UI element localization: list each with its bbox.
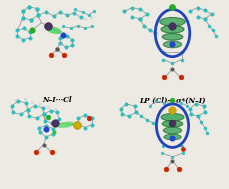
Ellipse shape (160, 26, 183, 33)
Text: LP (Cl)→ σ*(N–I): LP (Cl)→ σ*(N–I) (139, 96, 205, 104)
Ellipse shape (58, 124, 68, 127)
Ellipse shape (163, 134, 180, 140)
Ellipse shape (163, 41, 181, 48)
Ellipse shape (46, 26, 61, 34)
Ellipse shape (56, 122, 74, 128)
Ellipse shape (48, 29, 55, 33)
Ellipse shape (160, 113, 183, 121)
Ellipse shape (161, 121, 182, 127)
Ellipse shape (159, 18, 184, 26)
Ellipse shape (163, 127, 181, 134)
Text: N–I···Cl: N–I···Cl (43, 96, 72, 104)
Ellipse shape (161, 34, 182, 40)
